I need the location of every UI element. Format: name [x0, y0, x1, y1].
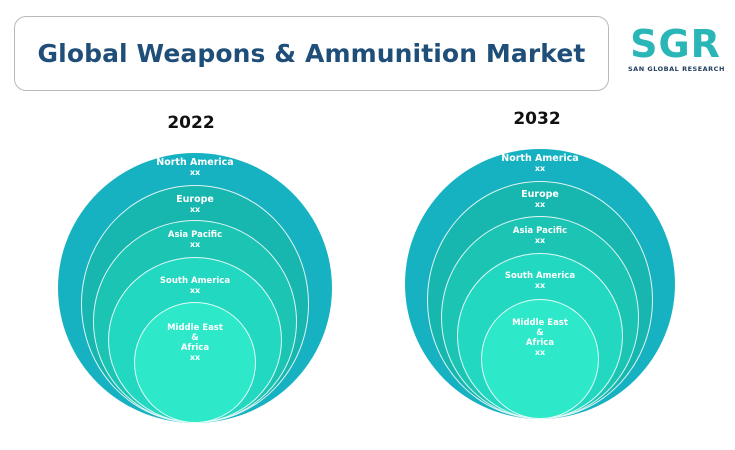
- segment-name: Asia Pacific: [512, 226, 568, 236]
- segment-label: Middle East & Africa xx: [135, 323, 255, 363]
- segment-name: North America: [156, 157, 234, 168]
- segment-name: Europe: [521, 189, 559, 200]
- segment-value: xx: [189, 168, 201, 177]
- segment-value: xx: [534, 236, 546, 245]
- ring-middle-east-africa: Middle East & Africa xx: [134, 302, 256, 423]
- segment-label: Asia Pacific xx: [94, 230, 296, 250]
- year-label-2032: 2032: [513, 109, 561, 129]
- logo-letters: SGR: [630, 22, 721, 66]
- segment-name: Asia Pacific: [167, 230, 223, 240]
- segment-name: North America: [501, 153, 579, 164]
- segment-label: North America xx: [405, 154, 675, 174]
- segment-value: xx: [189, 353, 201, 362]
- segment-label: Europe xx: [428, 190, 652, 210]
- segment-value: xx: [534, 200, 546, 209]
- segment-value: xx: [534, 281, 546, 290]
- segment-name: South America: [159, 276, 231, 286]
- page-title: Global Weapons & Ammunition Market: [37, 39, 586, 68]
- segment-value: xx: [534, 348, 546, 357]
- year-label-2022: 2022: [167, 113, 215, 133]
- segment-name: Middle East: [512, 318, 568, 328]
- segment-label: South America xx: [109, 276, 281, 296]
- segment-label: South America xx: [458, 271, 622, 291]
- segment-label: Middle East & Africa xx: [482, 318, 598, 358]
- segment-value: xx: [189, 205, 201, 214]
- sgr-logo: SGR SAN GLOBAL RESEARCH: [628, 22, 725, 80]
- segment-name: Middle East: [167, 323, 223, 333]
- title-box: Global Weapons & Ammunition Market: [14, 16, 609, 91]
- logo-tagline: SAN GLOBAL RESEARCH: [628, 65, 725, 73]
- segment-name-amp: &: [536, 328, 544, 338]
- nested-circle-diagram-2032: North America xx Europe xx Asia Pacific …: [405, 149, 675, 419]
- segment-label: North America xx: [58, 158, 332, 178]
- segment-value: xx: [189, 240, 201, 249]
- ring-middle-east-africa: Middle East & Africa xx: [481, 299, 599, 419]
- segment-label: Europe xx: [82, 195, 308, 215]
- nested-circle-diagram-2022: North America xx Europe xx Asia Pacific …: [58, 153, 332, 423]
- segment-name-amp: &: [191, 333, 199, 343]
- segment-value: xx: [189, 286, 201, 295]
- segment-value: xx: [534, 164, 546, 173]
- segment-name: Europe: [176, 194, 214, 205]
- segment-label: Asia Pacific xx: [442, 226, 638, 246]
- segment-name-2: Africa: [180, 343, 210, 353]
- segment-name-2: Africa: [525, 338, 555, 348]
- segment-name: South America: [504, 271, 576, 281]
